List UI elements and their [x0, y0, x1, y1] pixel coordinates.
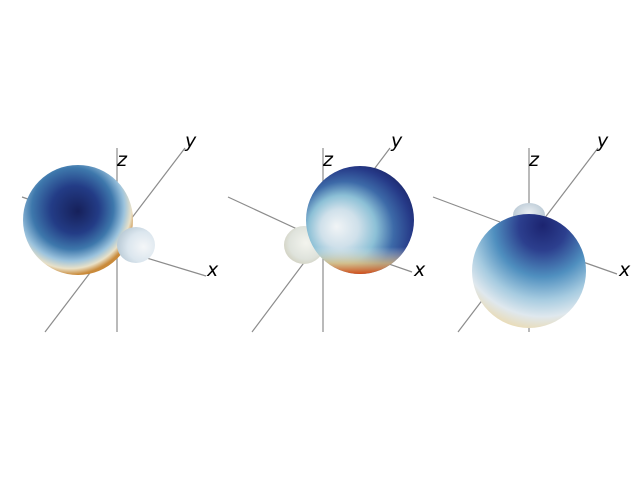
panel-3-y-label: y [596, 130, 609, 152]
panel-3-large-sphere [472, 214, 586, 328]
panel-2-x-label: x [413, 259, 426, 281]
panel-1-z-label: z [116, 149, 128, 171]
panel-2-y-label: y [390, 130, 403, 152]
panel-1-small-sphere [117, 227, 155, 263]
panel-3-back-axis [432, 196, 501, 223]
panel-3-x-label: x [618, 259, 631, 281]
panel-3-x-axis [582, 261, 618, 275]
panel-1-y-label: y [184, 130, 197, 152]
panel-2-large-sphere-shading [306, 166, 414, 274]
panel-1-x-label: x [206, 259, 219, 281]
panel-1: x y z [21, 130, 219, 333]
panel-2: x y z [227, 130, 426, 333]
panel-3-z-label: z [528, 149, 540, 171]
panel-3: x y z [432, 130, 631, 333]
panel-2-z-label: z [322, 149, 334, 171]
panel-1-large-sphere [23, 165, 133, 275]
